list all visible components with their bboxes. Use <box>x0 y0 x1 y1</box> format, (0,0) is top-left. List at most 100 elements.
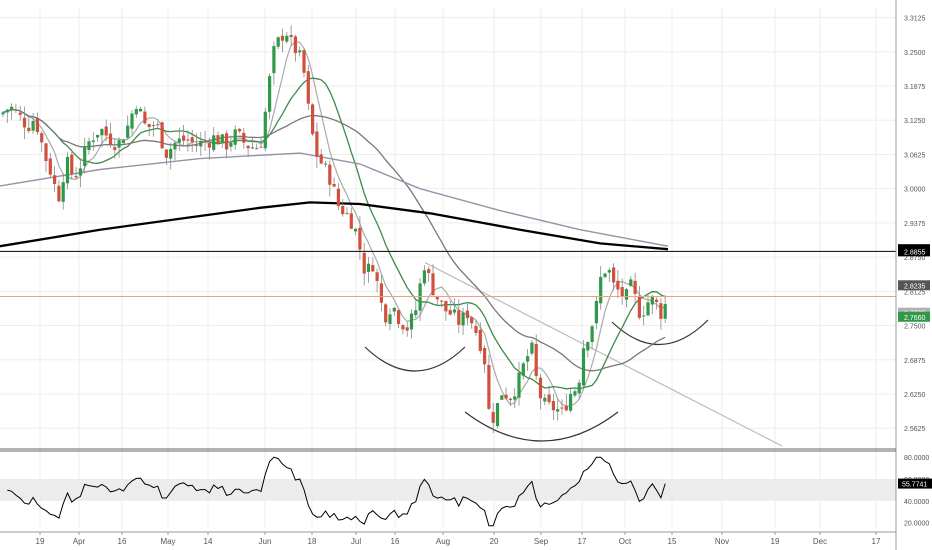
time-tick-label: 16 <box>118 537 127 546</box>
candle-up <box>422 270 426 284</box>
price-badge <box>898 246 930 257</box>
candle-down <box>491 412 495 423</box>
candle-up <box>276 37 280 47</box>
time-tick-label: 19 <box>36 537 45 546</box>
moving-average-fast <box>2 40 666 407</box>
candle-down <box>74 175 78 178</box>
price-tick-label: 3.1875 <box>904 84 926 91</box>
price-badge-label: 2.7660 <box>904 315 926 322</box>
candle-up <box>650 296 654 305</box>
candle-up <box>121 139 125 144</box>
candle-down <box>538 377 543 399</box>
candle-up <box>594 300 598 324</box>
candle-down <box>371 264 375 272</box>
candle-down <box>289 34 293 37</box>
time-tick-label: 16 <box>391 537 400 546</box>
price-badge-label: 2.8855 <box>904 249 926 256</box>
candle-down <box>70 154 74 175</box>
candle-up <box>646 302 650 316</box>
grid-lines <box>0 8 896 528</box>
candle-down <box>203 141 207 143</box>
candle-up <box>629 279 633 286</box>
candle-down <box>397 310 401 325</box>
candle-down <box>242 132 246 143</box>
candle-down <box>620 287 624 297</box>
candle-up <box>607 269 611 273</box>
candle-up <box>452 309 457 313</box>
candle-down <box>444 300 448 312</box>
candle-down <box>57 185 61 202</box>
candle-up <box>298 50 302 53</box>
candle-down <box>560 407 564 409</box>
candle-up <box>1 112 5 115</box>
candle-down <box>637 295 641 318</box>
candle-up <box>177 138 181 143</box>
candle-down <box>612 267 616 283</box>
candle-up <box>173 142 177 150</box>
time-tick-label: Jun <box>259 537 272 546</box>
candle-down <box>547 394 551 403</box>
candle-up <box>250 147 254 149</box>
candle-down <box>358 227 362 250</box>
candlesticks <box>1 25 667 434</box>
trendline <box>424 262 783 447</box>
price-tick-label: 2.8750 <box>904 255 926 262</box>
candle-up <box>521 363 525 376</box>
candle-up <box>229 142 233 147</box>
candle-up <box>569 393 573 411</box>
time-tick-label: Sep <box>534 537 549 546</box>
candle-up <box>268 76 272 112</box>
candle-up <box>388 314 392 325</box>
candle-up <box>220 134 224 144</box>
moving-average-long <box>0 152 669 247</box>
price-tick-label: 3.3125 <box>904 16 926 23</box>
candle-down <box>328 164 332 185</box>
candle-down <box>655 299 659 302</box>
candle-down <box>302 49 306 73</box>
time-tick-label: Nov <box>715 537 729 546</box>
price-badge <box>898 311 930 322</box>
candle-down <box>470 317 474 324</box>
candle-down <box>431 273 435 296</box>
candle-up <box>414 310 418 316</box>
candle-down <box>332 184 336 187</box>
candle-up <box>392 307 396 312</box>
candle-up <box>577 382 581 394</box>
candle-down <box>633 280 637 294</box>
candle-up <box>78 168 82 176</box>
candle-down <box>384 304 388 323</box>
chart-frame <box>0 0 897 550</box>
head-arc <box>464 411 619 442</box>
candle-up <box>624 289 629 300</box>
candle-down <box>40 133 44 143</box>
candle-up <box>495 403 500 427</box>
candle-down <box>534 343 538 377</box>
candle-down <box>182 135 186 141</box>
candle-up <box>581 348 586 386</box>
candle-up <box>134 109 138 115</box>
candle-down <box>504 394 508 399</box>
candle-up <box>10 106 14 111</box>
candle-down <box>362 252 366 274</box>
candle-down <box>53 175 57 184</box>
time-tick-label: Apr <box>73 537 86 546</box>
candle-down <box>207 143 211 148</box>
candle-down <box>27 127 31 132</box>
candle-down <box>483 347 487 365</box>
time-tick-label: Dec <box>813 537 827 546</box>
oscillator-badge-label: 55.7741 <box>902 482 927 489</box>
candle-up <box>663 304 667 319</box>
candle-up <box>409 313 414 330</box>
oscillator-tick-label: 80.0000 <box>904 455 929 462</box>
time-tick-label: 17 <box>578 537 587 546</box>
price-tick-label: 2.9375 <box>904 221 926 228</box>
candle-down <box>216 135 220 144</box>
time-tick-label: Aug <box>436 537 450 546</box>
candle-up <box>87 141 91 151</box>
candle-down <box>280 35 285 41</box>
candle-up <box>586 342 590 351</box>
candle-down <box>487 364 491 409</box>
